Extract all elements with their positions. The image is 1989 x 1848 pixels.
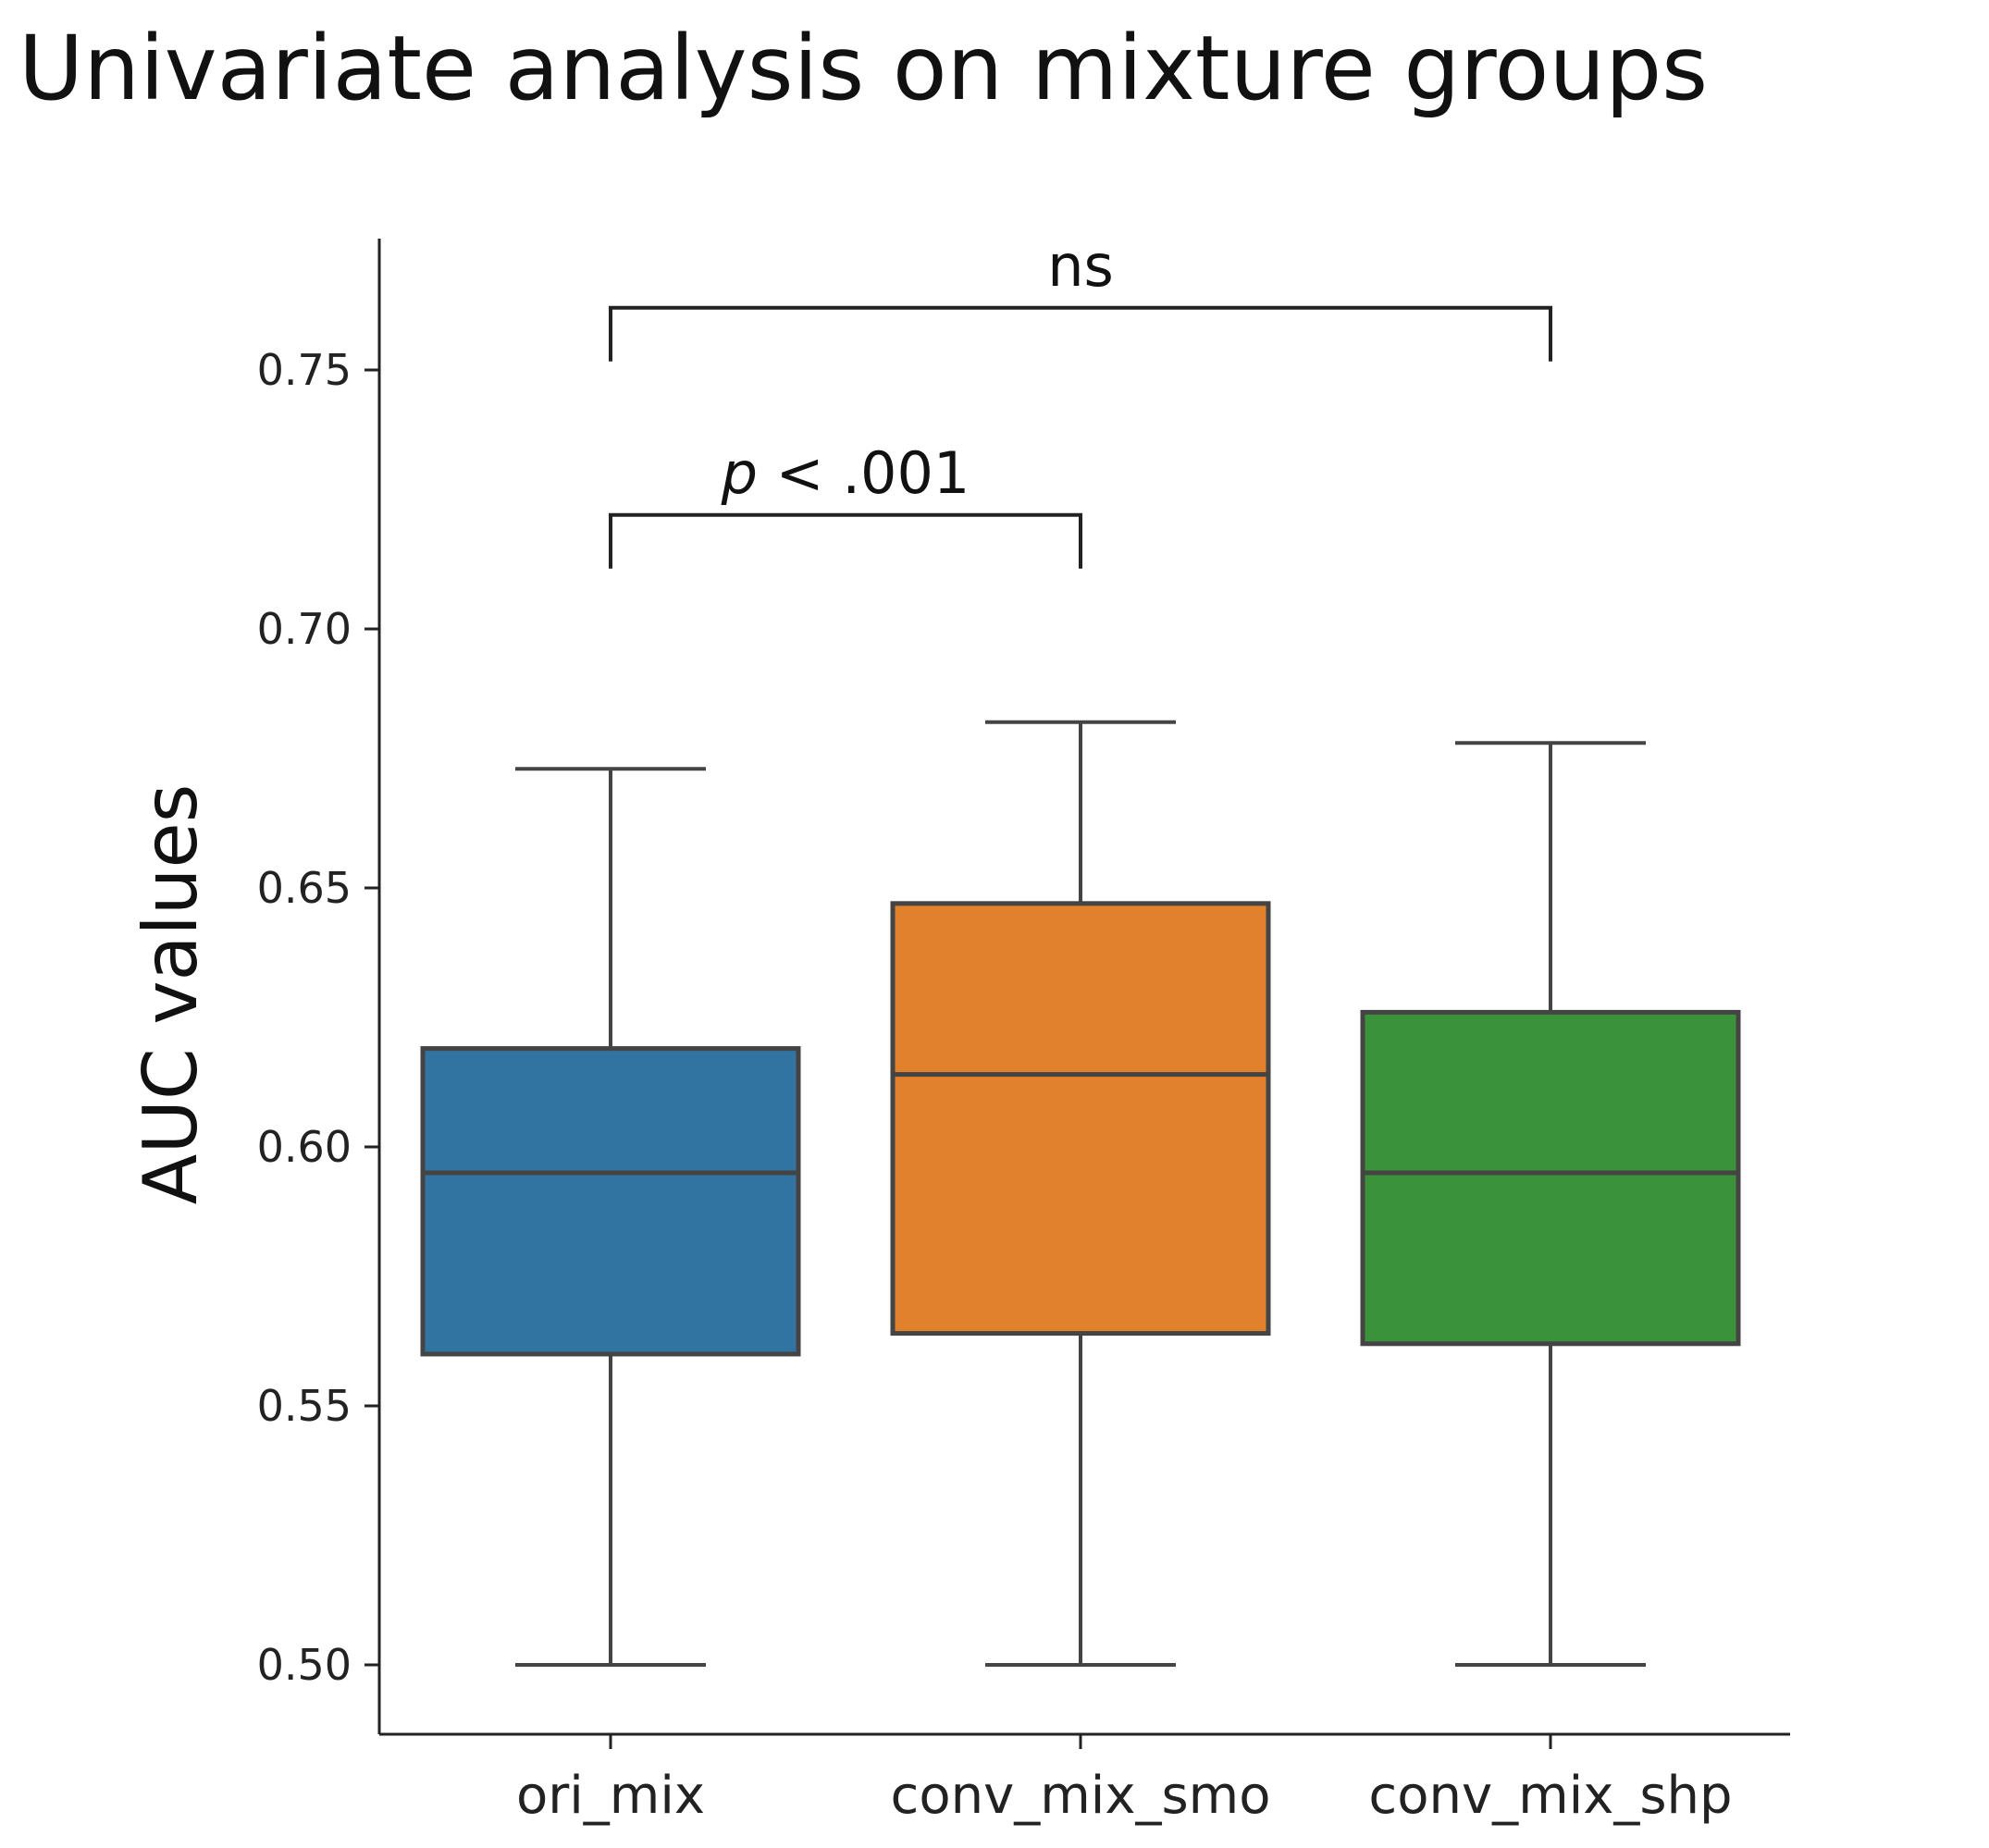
boxes (420, 720, 1741, 1667)
x-tick-label: conv_mix_smo (891, 1766, 1271, 1826)
chart-title: Univariate analysis on mixture groups (19, 17, 1709, 120)
bracket-line (609, 305, 1552, 362)
significance-bracket: p < .001 (609, 439, 1082, 569)
bracket-label: p < .001 (721, 439, 970, 507)
iqr-box (420, 1046, 801, 1357)
y-tick-label: 0.60 (257, 1122, 352, 1172)
y-tick-label: 0.55 (257, 1381, 352, 1431)
y-tick-label: 0.70 (257, 604, 352, 654)
x-axis-ticks: ori_mix conv_mix_smo conv_mix_shp (516, 1734, 1733, 1826)
iqr-box (890, 901, 1271, 1337)
y-tick-label: 0.50 (257, 1640, 352, 1690)
x-tick-label: ori_mix (516, 1766, 705, 1826)
axes (377, 239, 1790, 1736)
y-tick-label: 0.75 (257, 345, 352, 395)
y-axis-label: AUC values (128, 784, 214, 1205)
box-conv_mix_smo (890, 720, 1271, 1667)
iqr-box (1360, 1009, 1741, 1347)
y-axis-ticks: 0.50 0.55 0.60 0.65 0.70 0.75 (257, 345, 379, 1690)
y-tick-label: 0.65 (257, 863, 352, 913)
bracket-label: ns (1047, 232, 1114, 300)
x-tick-label: conv_mix_shp (1368, 1766, 1732, 1826)
box-conv_mix_shp (1360, 741, 1741, 1667)
significance-annotations: p < .001 ns (609, 232, 1552, 569)
bracket-line (609, 512, 1082, 569)
box-ori_mix (420, 767, 801, 1667)
significance-bracket: ns (609, 232, 1552, 362)
